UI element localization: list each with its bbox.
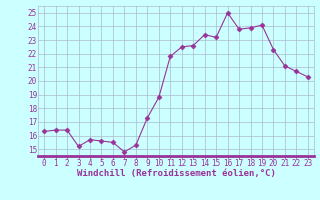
X-axis label: Windchill (Refroidissement éolien,°C): Windchill (Refroidissement éolien,°C) <box>76 169 276 178</box>
